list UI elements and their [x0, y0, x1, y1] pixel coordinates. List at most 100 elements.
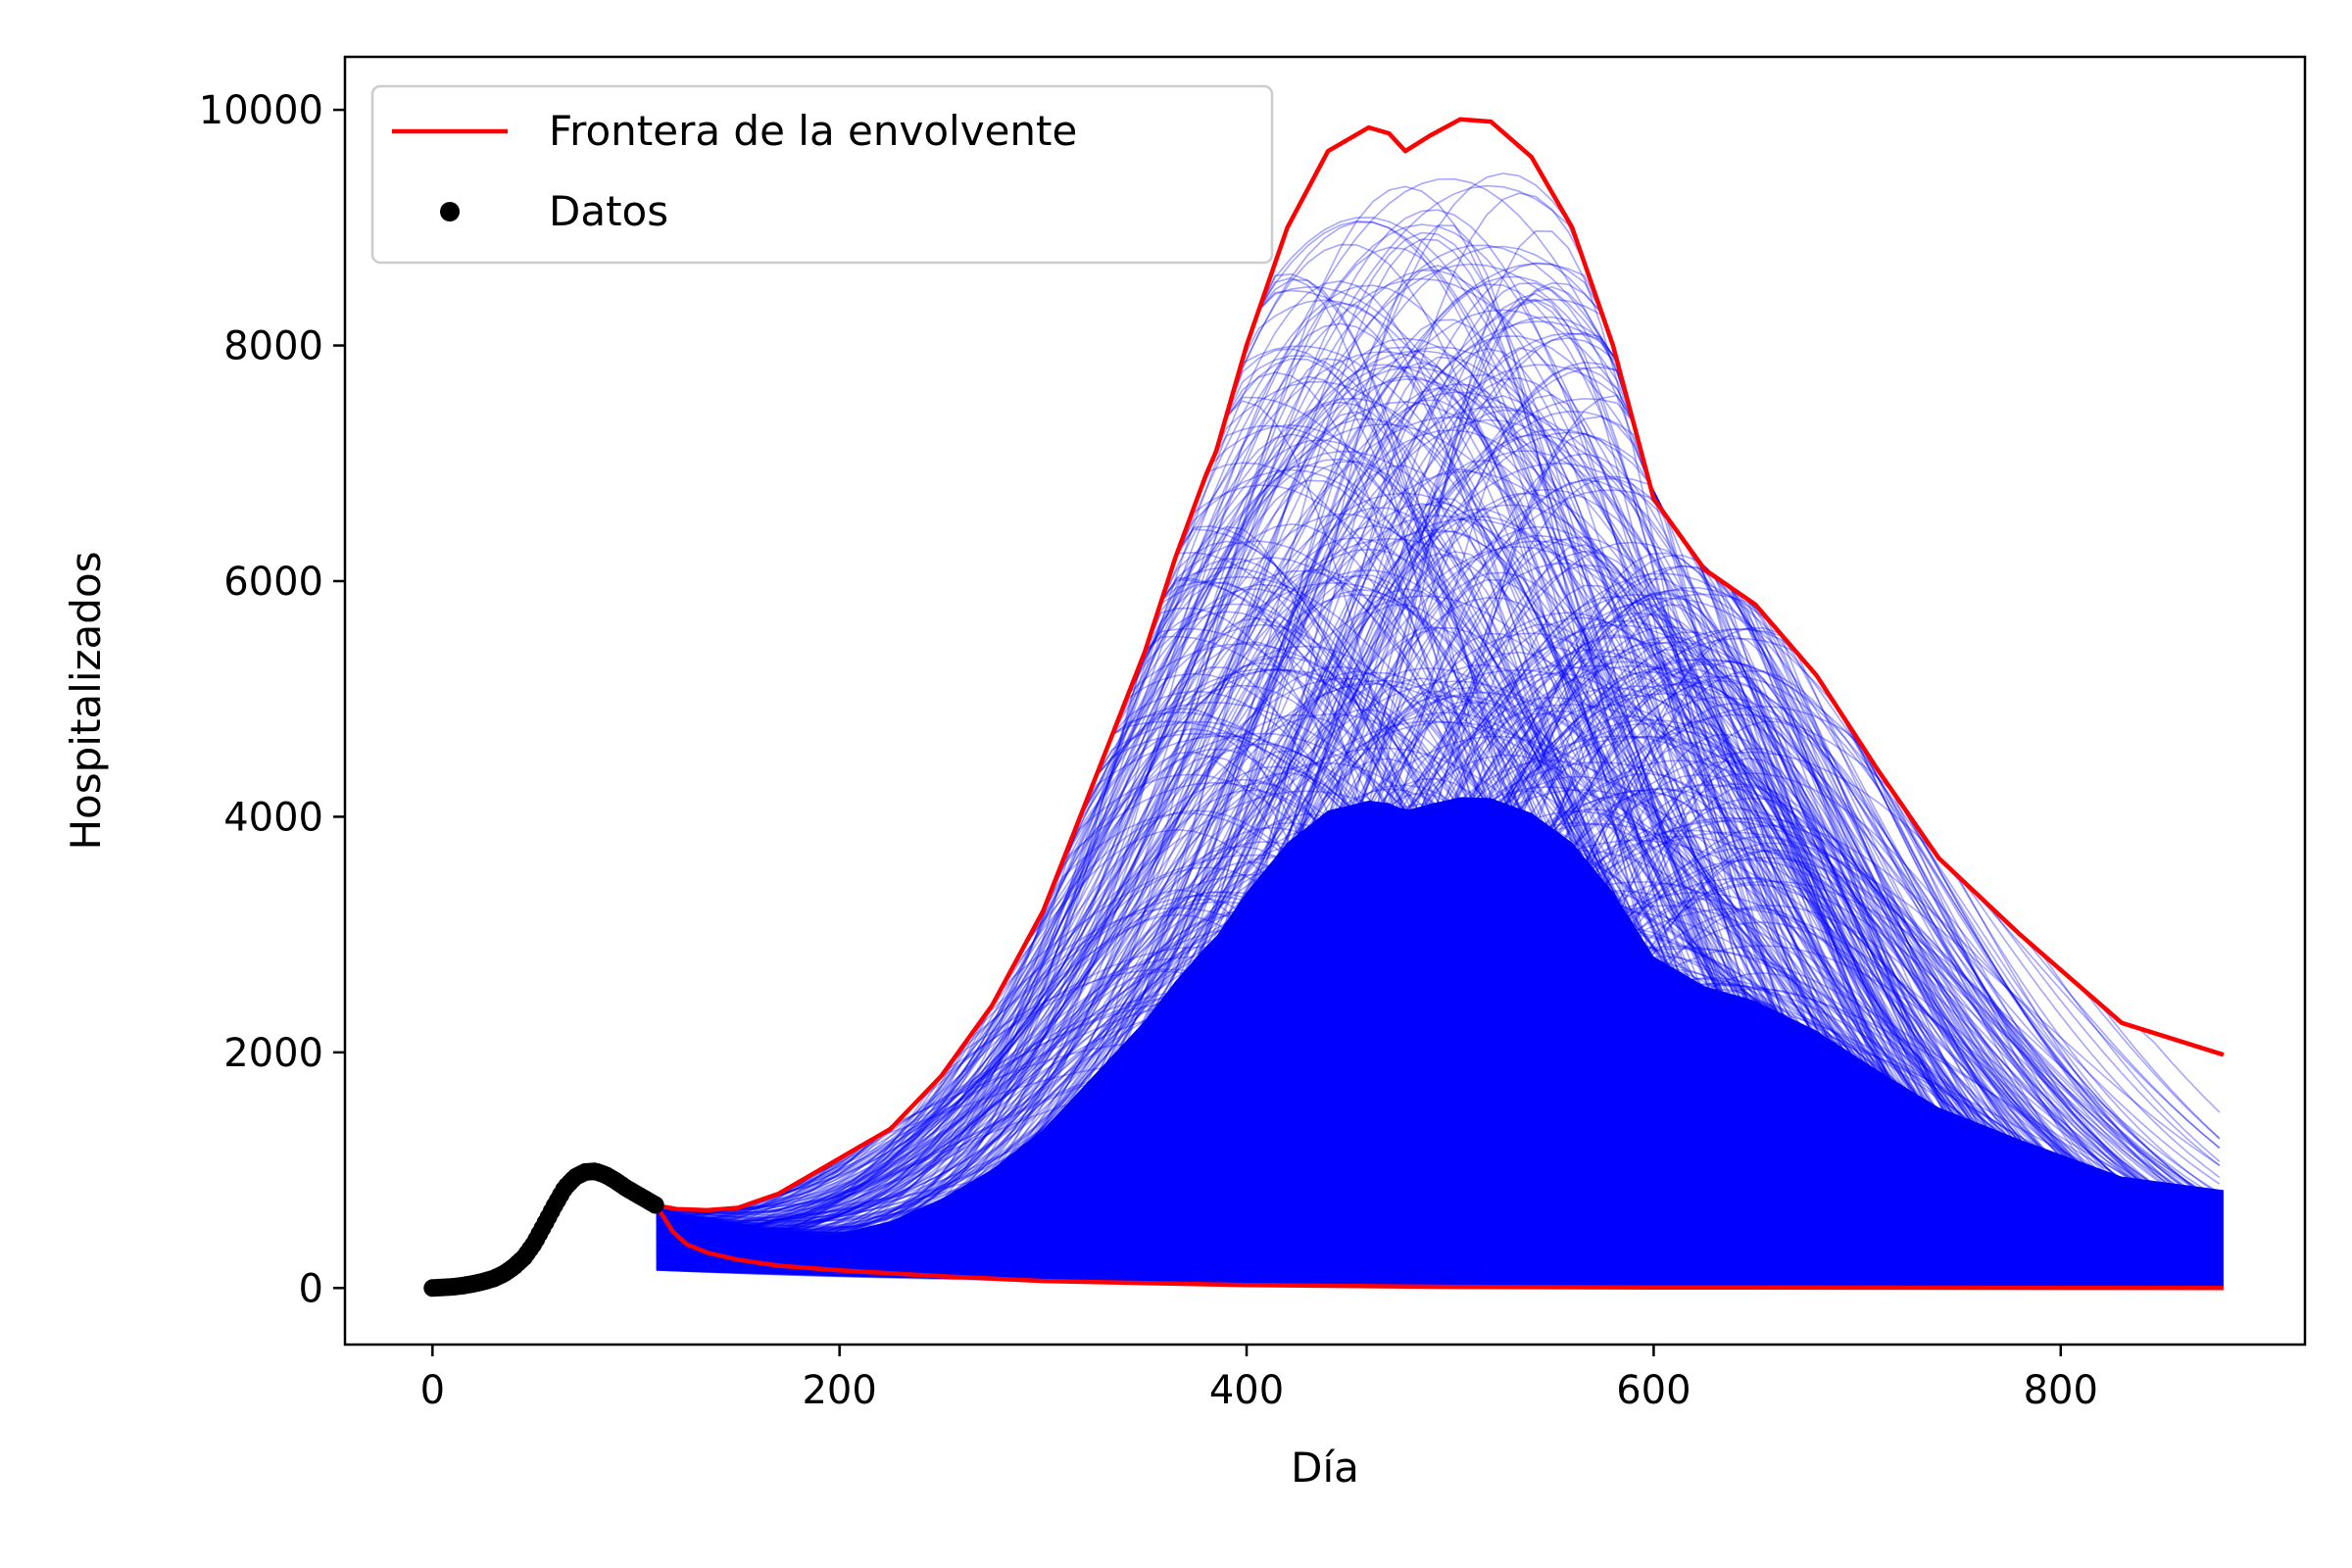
ensemble-curve	[656, 634, 2220, 1285]
ensemble-curve	[656, 282, 2220, 1287]
ensemble-curve	[656, 641, 2220, 1277]
ensemble-curve	[656, 279, 2220, 1288]
ensemble-curve	[656, 1101, 2220, 1288]
ensemble-curve	[656, 712, 2220, 1288]
ensemble-curve	[656, 658, 2220, 1284]
ensemble-curve	[656, 1214, 2220, 1283]
ensemble-curve	[656, 1063, 2220, 1288]
y-axis-label: Hospitalizados	[62, 551, 110, 850]
ensemble-curve	[656, 816, 2221, 1258]
ensemble-curve	[656, 595, 2220, 1285]
ensemble-curve	[656, 941, 2220, 1288]
ensemble-curve	[656, 662, 2220, 1278]
ensemble-curve	[656, 465, 2220, 1288]
ensemble-curve	[656, 857, 2221, 1259]
series-layer	[423, 117, 2225, 1298]
ensemble-curve	[656, 702, 2220, 1288]
ensemble-curve	[656, 508, 2220, 1288]
ensemble-curve	[656, 475, 2221, 1258]
ensemble-curve	[656, 501, 2220, 1288]
ensemble-curve	[656, 983, 2221, 1258]
ensemble-curve	[656, 641, 2221, 1273]
ensemble-curve	[656, 468, 2220, 1289]
ensemble-curve	[656, 850, 2220, 1271]
ensemble-curve	[656, 1122, 2220, 1286]
ensemble-curve	[656, 923, 2220, 1288]
ensemble-curve	[656, 714, 2220, 1285]
ensemble-curve	[656, 709, 2220, 1288]
ensemble-curve	[656, 1232, 2220, 1288]
ensemble-curve	[656, 1031, 2220, 1288]
ensemble-curve	[656, 246, 2220, 1288]
ensemble-curve	[656, 245, 2221, 1251]
ensemble-curve	[656, 730, 2220, 1286]
ensemble-curve	[656, 1085, 2220, 1288]
ensemble-curve	[656, 856, 2220, 1288]
ensemble-curve	[656, 645, 2220, 1289]
ensemble-curve	[656, 564, 2220, 1286]
ensemble-dense-fill	[656, 797, 2224, 1289]
ensemble-curve	[656, 876, 2220, 1284]
ensemble-curve	[656, 810, 2220, 1276]
ensemble-curve	[656, 1121, 2221, 1256]
ensemble-curve	[656, 1087, 2220, 1260]
ensemble-curve	[656, 1248, 2220, 1287]
ensemble-curve	[656, 552, 2220, 1287]
ensemble-curve	[656, 1203, 2220, 1288]
ensemble-curve	[656, 1216, 2220, 1282]
legend: Frontera de la envolvente Datos	[370, 84, 1274, 265]
ensemble-curve	[656, 679, 2221, 1264]
ensemble-curve	[656, 1220, 2220, 1275]
ensemble-curve	[656, 660, 2221, 1269]
ensemble-curve	[656, 410, 2221, 1251]
ensemble-curve	[656, 891, 2220, 1286]
ensemble-curve	[656, 915, 2220, 1287]
ensemble-curve	[656, 1001, 2220, 1289]
ensemble-curve	[656, 504, 2220, 1272]
x-tick-label: 0	[420, 1368, 445, 1413]
ensemble-curve	[656, 1053, 2220, 1277]
ensemble-curve	[656, 568, 2220, 1288]
ensemble-curve	[656, 905, 2221, 1266]
ensemble-curve	[656, 429, 2220, 1274]
ensemble-curve	[656, 1148, 2220, 1288]
ensemble-curve	[656, 458, 2220, 1288]
ensemble-curve	[656, 712, 2220, 1288]
legend-label-data: Datos	[549, 187, 668, 235]
ensemble-curve	[656, 418, 2221, 1262]
ensemble-curve	[656, 361, 2220, 1288]
ensemble-curve	[656, 898, 2220, 1287]
ensemble-curve	[656, 978, 2220, 1285]
ensemble-curve	[656, 513, 2220, 1288]
ensemble-curve	[656, 681, 2220, 1279]
ensemble-curve	[656, 318, 2220, 1288]
ensemble-curve	[656, 525, 2220, 1280]
ensemble-curve	[656, 722, 2221, 1254]
ensemble-curve	[656, 907, 2221, 1261]
ensemble-curve	[656, 1220, 2220, 1288]
ensemble-curve	[656, 891, 2220, 1288]
ensemble-curve	[656, 777, 2220, 1288]
ensemble-curve	[656, 990, 2221, 1252]
ensemble-curve	[656, 926, 2220, 1288]
ensemble-curve	[656, 588, 2220, 1288]
ensemble-curve	[656, 1203, 2220, 1288]
ensemble-curve	[656, 375, 2220, 1288]
ensemble-curve	[656, 1176, 2220, 1288]
ensemble-curve	[656, 612, 2220, 1285]
legend-label-envelope: Frontera de la envolvente	[549, 107, 1077, 155]
ensemble-curve	[656, 209, 2220, 1287]
ensemble-curve	[656, 913, 2220, 1288]
ensemble-curve	[656, 906, 2220, 1283]
ensemble-curve	[656, 704, 2220, 1275]
ensemble-curves	[656, 172, 2224, 1289]
ensemble-curve	[656, 1222, 2220, 1287]
ensemble-curve	[656, 1061, 2220, 1288]
ensemble-curve	[656, 796, 2220, 1288]
ensemble-curve	[656, 666, 2221, 1269]
ensemble-curve	[656, 604, 2220, 1288]
ensemble-curve	[656, 664, 2220, 1285]
ensemble-curve	[656, 835, 2221, 1269]
ensemble-curve	[656, 735, 2221, 1229]
ensemble-curve	[656, 789, 2220, 1263]
